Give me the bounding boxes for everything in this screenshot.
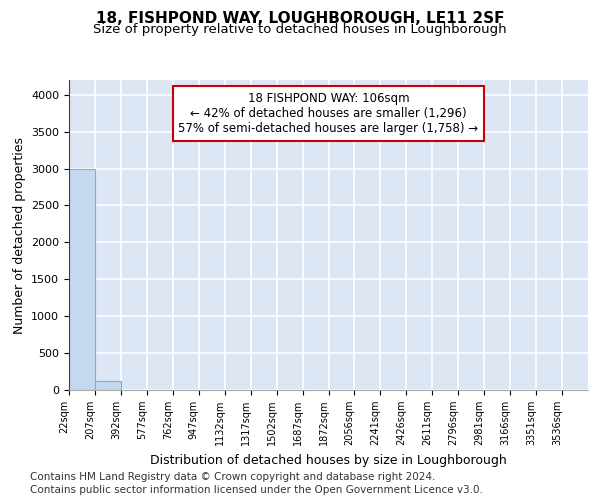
Y-axis label: Number of detached properties: Number of detached properties	[13, 136, 26, 334]
Text: Contains public sector information licensed under the Open Government Licence v3: Contains public sector information licen…	[30, 485, 483, 495]
X-axis label: Distribution of detached houses by size in Loughborough: Distribution of detached houses by size …	[150, 454, 507, 466]
Text: Size of property relative to detached houses in Loughborough: Size of property relative to detached ho…	[93, 22, 507, 36]
Bar	[69, 168, 95, 390]
Text: 18 FISHPOND WAY: 106sqm
← 42% of detached houses are smaller (1,296)
57% of semi: 18 FISHPOND WAY: 106sqm ← 42% of detache…	[178, 92, 479, 136]
Bar	[95, 381, 121, 390]
Text: Contains HM Land Registry data © Crown copyright and database right 2024.: Contains HM Land Registry data © Crown c…	[30, 472, 436, 482]
Text: 18, FISHPOND WAY, LOUGHBOROUGH, LE11 2SF: 18, FISHPOND WAY, LOUGHBOROUGH, LE11 2SF	[96, 11, 504, 26]
